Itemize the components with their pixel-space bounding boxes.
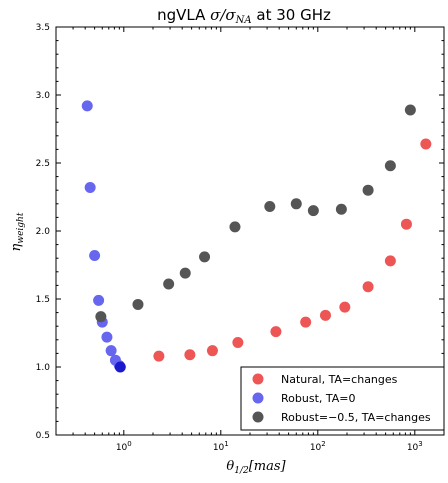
data-point [384,160,396,172]
data-point [84,181,96,193]
data-point [290,198,302,210]
x-axis-label: θ1/2[mas] [226,459,286,476]
data-point [400,218,412,230]
data-point [163,278,175,290]
data-point [319,309,331,321]
x-tick-base: 10 [407,443,419,453]
data-point [264,201,276,213]
data-point [199,251,211,263]
y-label-base: η [9,243,24,251]
data-point [362,184,374,196]
y-axis-ticks: 0.5 1.0 1.5 2.0 2.5 3.0 3.5 [36,23,444,441]
y-tick-label: 1.5 [36,295,50,305]
title-suffix: at 30 GHz [252,6,331,24]
data-point [420,138,432,150]
x-tick-exponent: 2 [321,440,325,448]
data-point [339,301,351,313]
data-point [179,267,191,279]
data-point [384,255,396,267]
x-tick-label: 102 [310,440,326,453]
y-tick-label: 3.0 [36,91,51,101]
y-tick-label: 2.0 [36,227,51,237]
data-point [114,361,126,373]
data-point [101,331,113,343]
x-tick-base: 10 [310,443,322,453]
y-tick-label: 0.5 [36,431,50,441]
x-label-rest: [mas] [249,459,287,474]
x-tick-exponent: 1 [224,440,228,448]
data-point [307,205,319,217]
data-point [335,203,347,215]
x-tick-label: 100 [116,440,132,453]
x-tick-label: 103 [407,440,423,453]
data-point [232,337,244,349]
title-prefix: ngVLA [157,6,210,24]
data-point [153,350,165,362]
y-tick-label: 3.5 [36,23,50,33]
data-point [89,249,101,261]
title-math-sub: NA [235,15,252,26]
legend-box [240,366,445,431]
x-label-base: θ [226,459,234,474]
x-tick-label: 101 [213,440,229,453]
legend: Natural, TA=changes Robust, TA=0 Robust=−0… [240,366,445,431]
x-tick-base: 10 [116,443,128,453]
data-point [184,349,196,361]
data-point [270,326,282,338]
data-point [95,311,107,323]
y-tick-label: 1.0 [36,363,51,373]
y-label-sub: weight [16,212,26,243]
data-point [362,281,374,293]
data-point [206,345,218,357]
legend-label: Natural, TA=changes [281,373,398,386]
plot-frame [55,26,445,436]
data-point [105,345,117,357]
data-points [81,100,432,373]
data-point [300,316,312,328]
x-tick-exponent: 3 [418,440,422,448]
x-label-sub: 1/2 [234,466,249,476]
chart-title: ngVLA σ/σNA at 30 GHz [157,6,331,26]
legend-marker [252,411,264,423]
x-tick-exponent: 0 [127,440,131,448]
y-tick-label: 2.5 [36,159,50,169]
legend-label: Robust=−0.5, TA=changes [281,411,431,424]
data-point [404,104,416,116]
data-point [132,298,144,310]
data-point [93,294,105,306]
legend-label: Robust, TA=0 [281,392,355,405]
data-point [81,100,93,112]
y-axis-label: ηweight [9,212,26,251]
legend-marker [252,392,264,404]
title-math: σ/σ [210,6,236,24]
x-tick-base: 10 [213,443,225,453]
legend-marker [252,373,264,385]
data-point [229,221,241,233]
